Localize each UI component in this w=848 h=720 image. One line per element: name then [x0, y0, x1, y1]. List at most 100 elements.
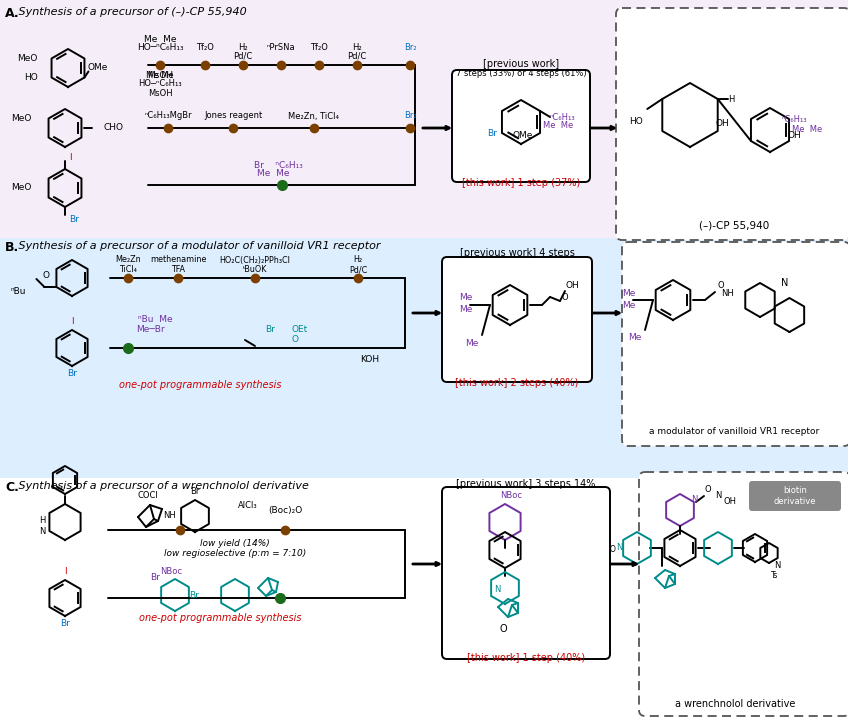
Text: [this work] 1 step (37%): [this work] 1 step (37%) — [462, 178, 580, 188]
Bar — [0, 0, 848, 238]
Text: Me: Me — [622, 289, 636, 297]
Text: C.: C. — [5, 481, 19, 494]
Text: Tf₂O: Tf₂O — [196, 42, 214, 52]
Text: Me₂Zn: Me₂Zn — [115, 256, 141, 264]
Text: a modulator of vanilloid VR1 receptor: a modulator of vanilloid VR1 receptor — [649, 428, 819, 436]
Text: Br₂: Br₂ — [404, 112, 416, 120]
Text: [previous work]: [previous work] — [483, 59, 559, 69]
Text: O: O — [717, 282, 724, 290]
Text: NH: NH — [721, 289, 734, 299]
Text: Br: Br — [69, 215, 79, 223]
Text: AlCl₃: AlCl₃ — [238, 502, 258, 510]
FancyBboxPatch shape — [616, 8, 848, 240]
Text: H₂: H₂ — [354, 256, 363, 264]
Text: Br    ⁿC₆H₁₃: Br ⁿC₆H₁₃ — [254, 161, 303, 169]
Text: OEt: OEt — [292, 325, 308, 335]
Text: N: N — [616, 544, 622, 552]
Text: Br: Br — [190, 487, 199, 497]
Text: HO─ⁿC₆H₁₃: HO─ⁿC₆H₁₃ — [137, 43, 183, 53]
Text: I: I — [70, 318, 73, 326]
Text: Pd/C: Pd/C — [233, 52, 253, 60]
Text: Me: Me — [466, 338, 478, 348]
Text: NBoc: NBoc — [500, 492, 522, 500]
Text: O: O — [43, 271, 50, 279]
Text: one-pot programmable synthesis: one-pot programmable synthesis — [119, 380, 282, 390]
FancyBboxPatch shape — [622, 242, 848, 446]
Text: Br: Br — [487, 128, 497, 138]
Text: Jones reagent: Jones reagent — [204, 112, 262, 120]
Text: HO: HO — [24, 73, 37, 82]
Text: MeO: MeO — [12, 114, 32, 123]
Text: a wrenchnolol derivative: a wrenchnolol derivative — [675, 699, 795, 709]
Text: N: N — [494, 585, 500, 595]
Text: Ts: Ts — [772, 572, 778, 580]
Text: N: N — [691, 495, 697, 505]
Text: Me: Me — [460, 305, 472, 315]
Text: Tf₂O: Tf₂O — [310, 42, 328, 52]
Text: low yield (14%): low yield (14%) — [200, 539, 270, 549]
Text: Br: Br — [265, 325, 275, 335]
Text: ⁿC₆H₁₃MgBr: ⁿC₆H₁₃MgBr — [144, 112, 192, 120]
Text: A.: A. — [5, 7, 20, 20]
Text: ⁿBu: ⁿBu — [11, 287, 26, 295]
Text: OMe: OMe — [87, 63, 108, 72]
Text: H
N: H N — [39, 516, 45, 536]
Text: Br: Br — [67, 369, 77, 379]
Text: H: H — [728, 94, 735, 104]
Text: OH: OH — [716, 119, 729, 127]
Text: N: N — [781, 278, 789, 288]
Text: O: O — [499, 624, 507, 634]
Text: O: O — [610, 546, 616, 554]
Bar — [0, 478, 848, 720]
Text: TiCl₄: TiCl₄ — [119, 266, 137, 274]
Bar — [0, 238, 848, 478]
Text: H₂: H₂ — [238, 42, 248, 52]
Text: Synthesis of a precursor of a wrenchnolol derivative: Synthesis of a precursor of a wrenchnolo… — [15, 481, 309, 491]
Text: O: O — [561, 292, 568, 302]
Text: ⁿPrSNa: ⁿPrSNa — [266, 42, 295, 52]
Text: [this work] 1 step (40%): [this work] 1 step (40%) — [467, 653, 585, 663]
Text: CHO: CHO — [104, 124, 124, 132]
Text: Me: Me — [622, 300, 636, 310]
Text: HO─ⁿC₆H₁₃: HO─ⁿC₆H₁₃ — [138, 79, 181, 89]
Text: ᵗBuOK: ᵗBuOK — [243, 266, 267, 274]
Text: Synthesis of a precursor of a modulator of vanilloid VR1 receptor: Synthesis of a precursor of a modulator … — [15, 241, 381, 251]
Text: Br: Br — [150, 574, 160, 582]
Text: 7 steps (33%) or 4 steps (61%): 7 steps (33%) or 4 steps (61%) — [455, 68, 586, 78]
Text: Br: Br — [189, 590, 199, 600]
Text: Br: Br — [60, 619, 70, 629]
Text: [previous work] 3 steps 14%: [previous work] 3 steps 14% — [456, 479, 595, 489]
Text: [previous work] 4 steps: [previous work] 4 steps — [460, 248, 574, 258]
Text: HO₂C(CH₂)₂PPh₃Cl: HO₂C(CH₂)₂PPh₃Cl — [220, 256, 290, 264]
Text: (Boc)₂O: (Boc)₂O — [268, 505, 302, 515]
Text: H₂: H₂ — [352, 42, 362, 52]
Text: B.: B. — [5, 241, 20, 254]
Text: I: I — [64, 567, 66, 577]
Text: MeO: MeO — [12, 184, 32, 192]
Text: Me  Me: Me Me — [543, 122, 573, 130]
Text: Me  Me: Me Me — [144, 35, 176, 43]
FancyBboxPatch shape — [442, 257, 592, 382]
Text: ⁿBu  Me: ⁿBu Me — [137, 315, 172, 325]
Text: ⁿC₆H₁₃: ⁿC₆H₁₃ — [550, 112, 575, 122]
Text: I: I — [69, 153, 71, 161]
Text: Me: Me — [628, 333, 642, 343]
Text: [this work] 2 steps (40%): [this work] 2 steps (40%) — [455, 378, 578, 388]
Text: MsOH: MsOH — [147, 71, 173, 79]
Text: N: N — [774, 562, 780, 570]
Text: (–)-CP 55,940: (–)-CP 55,940 — [699, 221, 769, 231]
Text: low regioselective (p:m = 7:10): low regioselective (p:m = 7:10) — [164, 549, 306, 559]
Text: Me  Me: Me Me — [792, 125, 823, 133]
Text: COCl: COCl — [137, 490, 159, 500]
Text: Br₂: Br₂ — [404, 42, 416, 52]
Text: KOH: KOH — [360, 356, 380, 364]
Text: OH: OH — [723, 498, 737, 506]
Text: O: O — [705, 485, 711, 495]
Text: ⁿC₆H₁₃: ⁿC₆H₁₃ — [781, 114, 806, 124]
Text: N: N — [715, 492, 721, 500]
Text: Me  Me: Me Me — [257, 169, 289, 179]
Text: MsOH: MsOH — [148, 89, 172, 97]
FancyBboxPatch shape — [749, 481, 841, 511]
Text: methenamine: methenamine — [150, 256, 206, 264]
Text: HO: HO — [629, 117, 643, 125]
